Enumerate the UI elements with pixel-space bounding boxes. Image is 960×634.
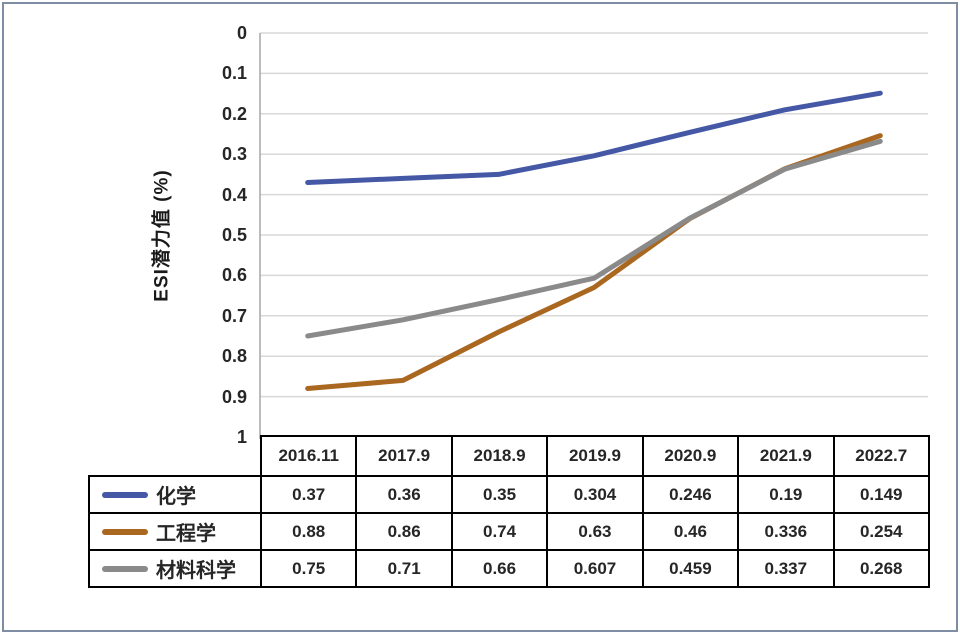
table-value-cell: 0.75 [259,549,358,588]
table-value-cell: 0.337 [737,549,835,588]
series-line-化学 [305,90,883,185]
table-row-材料科学: 材料科学 0.75 0.71 0.66 0.607 0.459 0.337 0.268 [88,549,930,588]
table-value-cell: 0.336 [737,512,835,551]
year-header-cell: 2020.9 [641,435,740,477]
data-table: 2016.11 2017.9 2018.9 2019.9 2020.9 2021.9 202… [88,435,930,588]
year-header-cell: 2018.9 [450,435,549,477]
table-value-cell: 0.268 [832,549,930,588]
table-header-row: 2016.11 2017.9 2018.9 2019.9 2020.9 2021.9 202… [89,435,930,477]
table-value-cell: 0.88 [259,512,358,551]
table-value-cell: 0.304 [546,475,644,514]
series-name-label: 化学 [156,486,196,508]
table-value-cell: 0.66 [450,549,549,588]
y-tick-label: 0.8 [221,346,247,367]
table-value-cell: 0.46 [641,512,740,551]
table-value-cell: 0.254 [832,512,930,551]
series-line-swatch [102,565,148,572]
table-value-cell: 0.71 [355,549,453,588]
series-line-材料科学 [305,138,883,339]
table-value-cell: 0.19 [737,475,835,514]
y-tick-label: 0.7 [221,305,247,326]
legend-cell: 材料科学 [88,549,262,588]
table-value-cell: 0.35 [450,475,549,514]
y-tick-label: 0.2 [221,103,247,124]
table-value-cell: 0.36 [355,475,453,514]
legend-cell: 化学 [88,475,262,514]
table-row-化学: 化学 0.37 0.36 0.35 0.304 0.246 0.19 0.149 [88,475,930,514]
y-tick-label: 0.1 [221,63,247,84]
series-line-工程学 [305,133,883,391]
series-line-swatch [102,528,148,535]
year-header-cell: 2016.11 [259,435,358,477]
table-value-cell: 0.74 [450,512,549,551]
year-header-cell: 2019.9 [546,435,644,477]
year-header-cell: 2022.7 [832,435,930,477]
year-header-cell: 2021.9 [737,435,835,477]
y-tick-label: 0.9 [221,386,247,407]
table-value-cell: 0.607 [546,549,644,588]
y-tick-label: 0.4 [221,184,247,205]
series-name-label: 工程学 [156,523,216,545]
table-value-cell: 0.149 [832,475,930,514]
table-value-cell: 0.459 [641,549,740,588]
table-corner-cell [89,436,261,476]
y-tick-label: 0.5 [221,225,247,245]
year-header-cell: 2017.9 [355,435,453,477]
y-tick-label: 1 [236,427,247,447]
y-tick-label: 0.3 [221,144,247,165]
table-row-工程学: 工程学 0.88 0.86 0.74 0.63 0.46 0.336 0.254 [88,512,930,551]
y-tick-label: 0 [236,23,247,43]
y-tick-label: 0.6 [221,265,247,286]
table-value-cell: 0.246 [641,475,740,514]
table-value-cell: 0.86 [355,512,453,551]
table-value-cell: 0.37 [259,475,358,514]
table-value-cell: 0.63 [546,512,644,551]
legend-cell: 工程学 [88,512,262,551]
series-line-swatch [102,491,148,498]
series-name-label: 材料科学 [156,560,236,582]
